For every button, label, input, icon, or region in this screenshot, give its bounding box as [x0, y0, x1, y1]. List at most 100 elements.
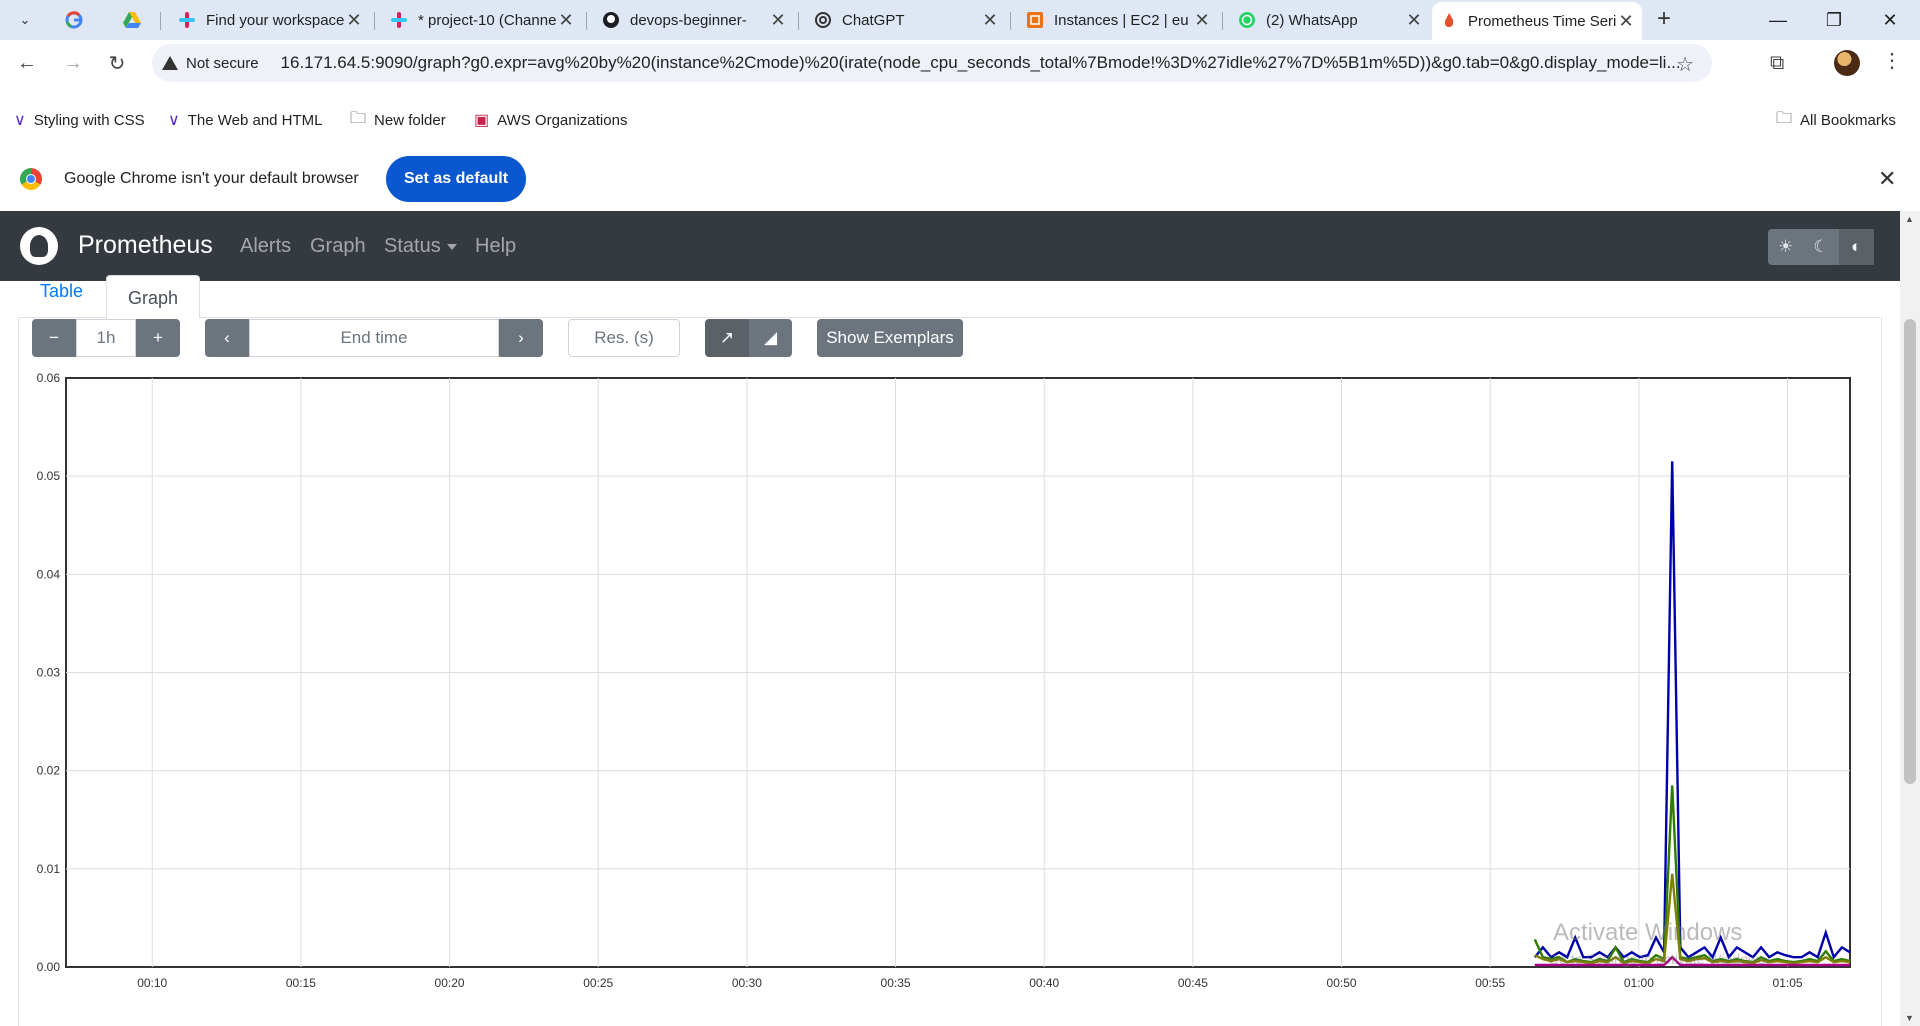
y-tick-label: 0.05: [37, 469, 61, 483]
browser-tab[interactable]: Find your workspace ✕: [170, 5, 370, 35]
nav-alerts[interactable]: Alerts: [240, 235, 292, 257]
nav-status[interactable]: Status: [384, 235, 457, 258]
nav-help[interactable]: Help: [475, 235, 517, 257]
browser-tab[interactable]: ChatGPT ✕: [806, 5, 1006, 35]
aws-ec2-icon: [1026, 11, 1044, 29]
browser-tab[interactable]: devops-beginner- ✕: [594, 5, 794, 35]
series-line-3[interactable]: [1534, 955, 1850, 967]
close-tab-icon[interactable]: ✕: [1194, 9, 1210, 30]
chevron-down-icon: ⌄: [19, 12, 31, 27]
bookmark-star-icon[interactable]: ☆: [1676, 54, 1694, 76]
x-tick-label: 01:05: [1773, 976, 1803, 990]
close-tab-icon[interactable]: ✕: [346, 9, 362, 30]
end-time-back-button[interactable]: ‹: [205, 319, 249, 357]
close-icon[interactable]: ✕: [1878, 166, 1897, 191]
end-time-input[interactable]: End time: [249, 319, 499, 357]
chatgpt-icon: [814, 11, 832, 29]
tab-strip: ⌄ Find your workspace ✕ * project-10 (Chan…: [0, 0, 1920, 40]
site-info-button[interactable]: Not secure: [162, 55, 259, 72]
y-tick-label: 0.00: [37, 960, 61, 974]
scrollbar-thumb[interactable]: [1904, 319, 1916, 784]
end-time-forward-button[interactable]: ›: [499, 319, 543, 357]
x-tick-label: 00:25: [583, 976, 613, 990]
tab-title: Instances | EC2 | eu: [1054, 11, 1189, 29]
restore-icon: ❐: [1825, 9, 1843, 30]
tab-graph[interactable]: Graph: [106, 275, 200, 319]
close-tab-icon[interactable]: ✕: [558, 9, 574, 30]
minimize-button[interactable]: —: [1750, 0, 1806, 40]
x-tick-label: 00:20: [435, 976, 465, 990]
warning-icon: [162, 56, 178, 70]
address-bar[interactable]: Not secure 16.171.64.5:9090/graph?g0.exp…: [152, 44, 1712, 82]
all-bookmarks[interactable]: 🗀 All Bookmarks: [1776, 108, 1896, 132]
theme-toggle-group: ☀ ☾ ◐: [1768, 229, 1874, 265]
scroll-down-icon[interactable]: ▼: [1905, 1013, 1914, 1023]
x-tick-label: 00:30: [732, 976, 762, 990]
tab-title: ChatGPT: [842, 11, 905, 29]
google-drive-icon: [123, 12, 141, 28]
range-input[interactable]: 1h: [76, 319, 136, 357]
panel-tabs: Table Graph: [18, 275, 1880, 319]
set-default-button[interactable]: Set as default: [386, 156, 526, 202]
range-increase-button[interactable]: +: [136, 319, 180, 357]
range-decrease-button[interactable]: −: [32, 319, 76, 357]
reload-icon: ↻: [108, 52, 126, 75]
extensions-icon[interactable]: ⧉: [1770, 52, 1785, 74]
menu-icon[interactable]: ⋮: [1882, 50, 1902, 72]
pinned-tab-drive[interactable]: [118, 8, 146, 32]
profile-avatar[interactable]: [1834, 50, 1860, 76]
tab-title: (2) WhatsApp: [1266, 11, 1358, 29]
series-line-2[interactable]: [1534, 873, 1851, 965]
github-icon: [602, 11, 620, 29]
bookmark-styling-css[interactable]: ∨ Styling with CSS: [14, 111, 145, 130]
bookmark-aws-organizations[interactable]: ▣ AWS Organizations: [474, 111, 628, 130]
stacked-mode-button[interactable]: ◢: [749, 319, 792, 357]
page-scrollbar[interactable]: ▲ ▼: [1900, 211, 1920, 1026]
back-button[interactable]: ←: [12, 48, 42, 78]
tab-table[interactable]: Table: [40, 281, 84, 301]
forward-button[interactable]: →: [58, 48, 88, 78]
x-tick-label: 00:40: [1029, 976, 1059, 990]
slack-icon: [390, 11, 408, 29]
close-tab-icon[interactable]: ✕: [770, 9, 786, 30]
pinned-tab-google[interactable]: [60, 8, 88, 32]
show-exemplars-button[interactable]: Show Exemplars: [817, 319, 963, 357]
tab-title: Find your workspace: [206, 11, 344, 29]
browser-tab[interactable]: Prometheus Time Series ✕: [1432, 2, 1642, 40]
y-tick-label: 0.01: [37, 862, 61, 876]
browser-tab[interactable]: (2) WhatsApp ✕: [1230, 5, 1430, 35]
chart-svg[interactable]: 0.00 0.01 0.02 0.03 0.04 0.05 0.06 00:10 00:15 00…: [0, 371, 1900, 1021]
infobar-text: Google Chrome isn't your default browser: [64, 170, 359, 187]
auto-theme-icon[interactable]: ◐: [1838, 229, 1874, 265]
y-tick-label: 0.03: [37, 666, 61, 680]
url-text[interactable]: 16.171.64.5:9090/graph?g0.expr=avg%20by%…: [280, 53, 1681, 72]
bookmark-new-folder[interactable]: 🗀 New folder: [350, 108, 446, 132]
unstacked-mode-button[interactable]: ↗: [705, 319, 749, 357]
close-tab-icon[interactable]: ✕: [1406, 9, 1422, 30]
close-tab-icon[interactable]: ✕: [982, 9, 998, 30]
resolution-input[interactable]: Res. (s): [568, 319, 680, 357]
new-tab-button[interactable]: +: [1652, 7, 1676, 32]
dark-theme-icon[interactable]: ☾: [1813, 237, 1829, 256]
reload-button[interactable]: ↻: [102, 48, 132, 78]
close-window-button[interactable]: ✕: [1862, 0, 1918, 40]
series-line-0[interactable]: [1533, 461, 1851, 960]
light-theme-icon[interactable]: ☀: [1778, 237, 1794, 256]
prometheus-navbar: Prometheus Alerts Graph Status Help ☀ ☾ …: [0, 211, 1900, 281]
close-tab-icon[interactable]: ✕: [1618, 10, 1634, 31]
browser-tab[interactable]: * project-10 (Channel) ✕: [382, 5, 582, 35]
nav-graph[interactable]: Graph: [310, 235, 366, 257]
prometheus-logo-icon[interactable]: [20, 227, 58, 265]
restore-button[interactable]: ❐: [1806, 0, 1862, 40]
x-tick-label: 00:15: [286, 976, 316, 990]
google-icon: [65, 11, 83, 29]
chrome-icon: [20, 168, 42, 190]
tab-search-button[interactable]: ⌄: [12, 8, 38, 32]
area-chart-icon: ◢: [763, 328, 778, 347]
brand[interactable]: Prometheus: [78, 231, 213, 259]
scroll-up-icon[interactable]: ▲: [1905, 214, 1914, 224]
y-tick-label: 0.06: [37, 371, 61, 385]
udemy-icon: ∨: [14, 112, 26, 129]
bookmark-web-html[interactable]: ∨ The Web and HTML: [168, 111, 323, 130]
browser-tab[interactable]: Instances | EC2 | eu ✕: [1018, 5, 1218, 35]
